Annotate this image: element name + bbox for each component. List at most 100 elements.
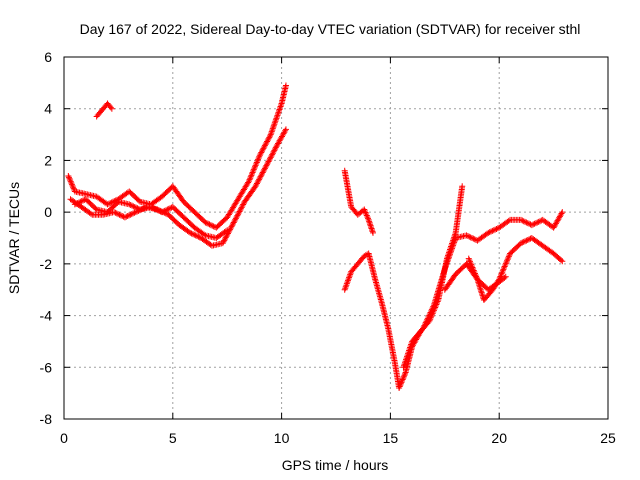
data-point: [266, 157, 273, 164]
data-point: [464, 233, 471, 240]
data-point: [517, 216, 524, 223]
data-point: [205, 220, 212, 227]
series-arc-2-isolated: [93, 100, 115, 120]
y-tick-label: -2: [40, 256, 53, 272]
data-point: [530, 221, 537, 228]
data-point: [67, 178, 74, 185]
data-point: [444, 258, 451, 265]
data-point: [256, 152, 263, 159]
data-point: [282, 82, 289, 89]
data-point: [77, 198, 84, 205]
y-tick-label: -4: [40, 308, 53, 324]
x-tick-label: 20: [491, 430, 507, 446]
x-tick-label: 25: [600, 430, 616, 446]
data-point: [108, 199, 115, 206]
data-point: [505, 253, 512, 260]
data-point: [502, 260, 509, 267]
data-point: [559, 209, 566, 216]
data-point: [466, 258, 473, 265]
data-point: [165, 205, 172, 212]
data-point: [267, 154, 274, 161]
data-point: [206, 221, 213, 228]
data-point: [130, 203, 137, 210]
data-point: [519, 239, 526, 246]
data-point: [499, 269, 506, 276]
y-tick-label: -8: [40, 411, 53, 427]
data-point: [65, 174, 72, 181]
data-point: [422, 319, 429, 326]
data-point: [426, 310, 433, 317]
data-point: [402, 370, 409, 377]
data-point: [149, 204, 156, 211]
data-point: [424, 315, 431, 322]
data-point: [520, 218, 527, 225]
data-point: [502, 262, 509, 269]
data-point: [150, 205, 157, 212]
data-point: [471, 268, 478, 275]
data-point: [268, 128, 275, 135]
data-point: [267, 131, 274, 138]
data-point: [258, 149, 265, 156]
data-point: [451, 237, 458, 244]
y-tick-label: -6: [40, 359, 53, 375]
data-point: [273, 113, 280, 120]
data-point: [236, 208, 243, 215]
data-point: [256, 153, 263, 160]
data-point: [255, 155, 262, 162]
x-tick-label: 5: [169, 430, 177, 446]
data-point: [245, 178, 252, 185]
data-point: [261, 165, 268, 172]
data-point: [524, 220, 531, 227]
data-point: [224, 227, 231, 234]
data-point: [471, 270, 478, 277]
data-point: [268, 130, 275, 137]
data-point: [126, 212, 133, 219]
data-point: [361, 206, 368, 213]
data-point: [65, 172, 72, 179]
data-point: [468, 263, 475, 270]
data-point: [78, 198, 85, 205]
data-point: [443, 260, 450, 267]
data-point: [245, 179, 252, 186]
data-point: [247, 173, 254, 180]
data-point: [272, 146, 279, 153]
data-point: [121, 214, 128, 221]
data-point: [266, 132, 273, 139]
series-arc-1-lower: [67, 126, 289, 249]
y-tick-labels: -8 -6 -4 -2 0 2 4 6: [40, 49, 53, 427]
data-point: [365, 215, 372, 222]
grid: [64, 57, 608, 419]
data-point: [124, 213, 131, 220]
data-point: [468, 261, 475, 268]
data-point: [429, 305, 436, 312]
data-point: [450, 240, 457, 247]
data-point: [258, 172, 265, 179]
data-point: [211, 224, 218, 231]
data-point: [107, 104, 114, 111]
data-point: [73, 200, 80, 207]
data-point: [266, 134, 273, 141]
data-point: [66, 175, 73, 182]
data-point: [451, 239, 458, 246]
data-point: [74, 200, 81, 207]
y-tick-label: 6: [44, 49, 52, 65]
data-point: [112, 209, 119, 216]
data-point: [158, 209, 165, 216]
data-point: [259, 170, 266, 177]
y-tick-label: 4: [44, 101, 52, 117]
data-point: [269, 150, 276, 157]
data-point: [192, 232, 199, 239]
data-point: [261, 166, 268, 173]
data-point: [442, 263, 449, 270]
data-point: [503, 259, 510, 266]
data-point: [421, 322, 428, 329]
data-point: [449, 243, 456, 250]
data-point: [261, 142, 268, 149]
data-point: [490, 227, 497, 234]
data-point: [105, 200, 112, 207]
data-point: [207, 222, 214, 229]
data-point: [229, 222, 236, 229]
series-arc-3-upper: [341, 167, 376, 236]
data-point: [276, 107, 283, 114]
data-point: [201, 231, 208, 238]
